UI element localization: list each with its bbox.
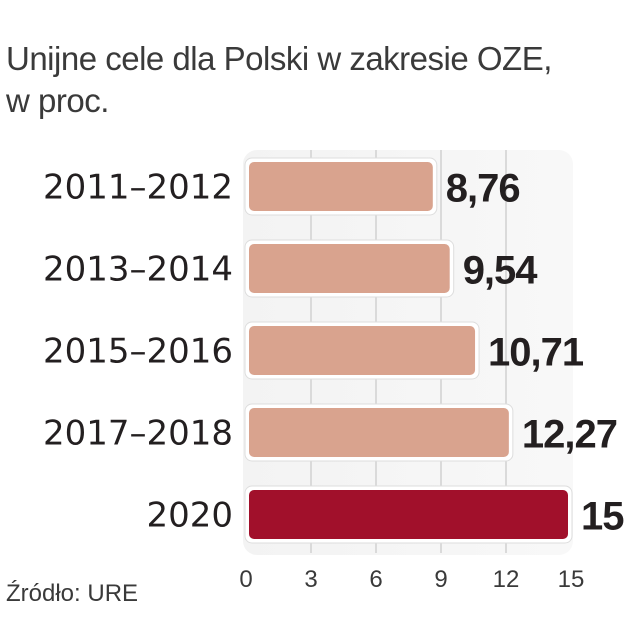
category-label: 2015–2016 xyxy=(43,332,233,372)
x-tick-label: 9 xyxy=(434,566,447,593)
x-tick-label: 15 xyxy=(558,566,585,593)
category-label: 2020 xyxy=(146,496,233,536)
x-tick-label: 0 xyxy=(239,566,252,593)
category-label: 2017–2018 xyxy=(43,414,233,454)
x-tick-label: 12 xyxy=(493,566,520,593)
bar xyxy=(249,408,509,457)
x-tick-label: 3 xyxy=(304,566,317,593)
chart-title: Unijne cele dla Polski w zakresie OZE, w… xyxy=(6,38,552,122)
value-label: 15 xyxy=(581,495,624,539)
category-label: 2011–2012 xyxy=(43,168,233,208)
value-label: 9,54 xyxy=(463,249,539,293)
bar xyxy=(249,162,433,211)
x-tick-label: 6 xyxy=(369,566,382,593)
category-label: 2013–2014 xyxy=(43,250,233,290)
value-label: 12,27 xyxy=(522,413,617,457)
bar xyxy=(249,244,450,293)
bar xyxy=(249,490,568,539)
value-label: 8,76 xyxy=(446,167,520,211)
bar xyxy=(249,326,476,375)
title-line-2: w proc. xyxy=(6,82,109,119)
value-label: 10,71 xyxy=(488,331,584,375)
source-note: Źródło: URE xyxy=(6,580,139,607)
title-line-1: Unijne cele dla Polski w zakresie OZE, xyxy=(6,40,552,77)
